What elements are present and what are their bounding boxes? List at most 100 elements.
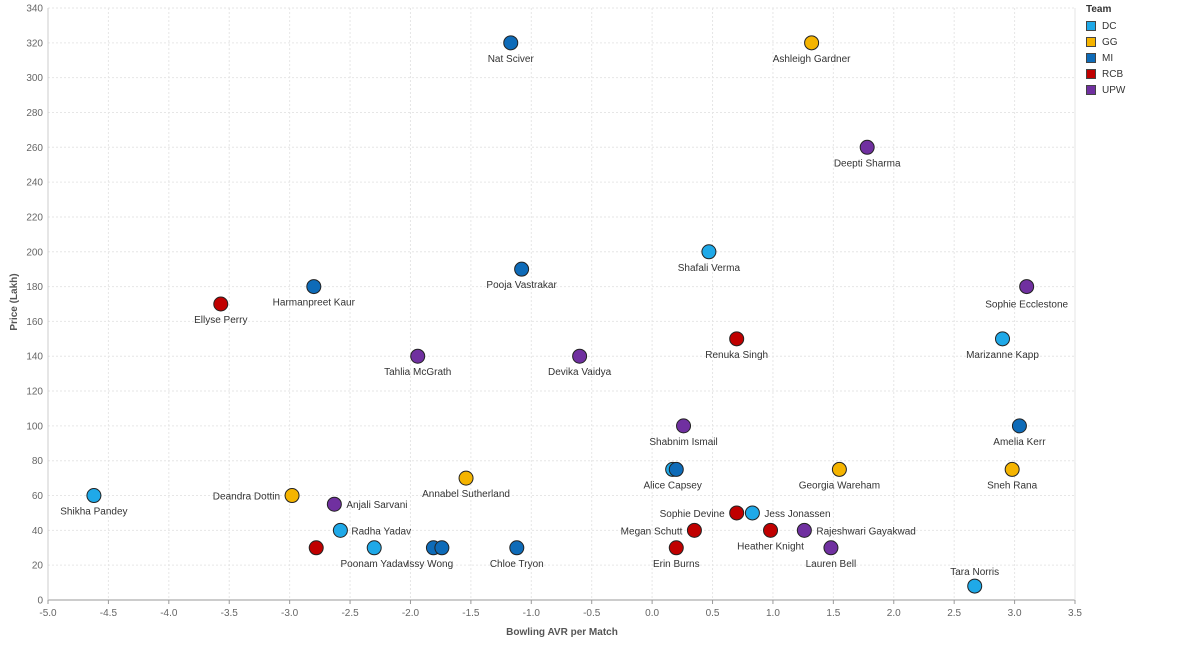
point-label: Georgia Wareham bbox=[799, 480, 880, 491]
y-tick-label: 160 bbox=[26, 317, 43, 328]
x-tick-label: -5.0 bbox=[39, 608, 57, 619]
point-label: Shabnim Ismail bbox=[649, 437, 717, 448]
point-label: Annabel Sutherland bbox=[422, 489, 510, 500]
data-point-gg bbox=[831, 461, 847, 477]
x-tick-label: -1.5 bbox=[462, 608, 480, 619]
data-point-rcb bbox=[729, 331, 745, 347]
data-point-mi bbox=[514, 261, 530, 277]
legend-swatch bbox=[1086, 85, 1096, 95]
point-label: Sneh Rana bbox=[987, 480, 1037, 491]
x-tick-label: 0.0 bbox=[645, 608, 659, 619]
x-tick-label: -0.5 bbox=[583, 608, 601, 619]
point-label: Ellyse Perry bbox=[194, 315, 247, 326]
point-label: Issy Wong bbox=[407, 559, 454, 570]
gridlines bbox=[47, 7, 1076, 601]
legend-item-gg[interactable]: GG bbox=[1086, 34, 1125, 50]
data-point-rcb bbox=[213, 296, 229, 312]
data-point-mi bbox=[434, 540, 450, 556]
data-point-upw bbox=[572, 348, 588, 364]
point-label: Rajeshwari Gayakwad bbox=[816, 526, 916, 537]
data-point-gg bbox=[458, 470, 474, 486]
data-point-mi bbox=[1011, 418, 1027, 434]
point-label: Shikha Pandey bbox=[60, 507, 127, 518]
x-tick-label: 3.0 bbox=[1008, 608, 1022, 619]
y-tick-labels: 0 20 40 60 80 100 120 140 160 180 200 220 240 260 280 3… bbox=[26, 4, 43, 607]
data-point-dc bbox=[701, 244, 717, 260]
data-point-rcb bbox=[308, 540, 324, 556]
data-point-upw bbox=[410, 348, 426, 364]
data-point-dc bbox=[744, 505, 760, 521]
point-label: Alice Capsey bbox=[643, 480, 701, 491]
point-label: Radha Yadav bbox=[351, 526, 411, 537]
point-label: Deepti Sharma bbox=[834, 158, 901, 169]
point-label: Renuka Singh bbox=[705, 350, 768, 361]
point-label: Pooja Vastrakar bbox=[486, 280, 557, 291]
data-point-upw bbox=[823, 540, 839, 556]
legend-item-mi[interactable]: MI bbox=[1086, 50, 1125, 66]
x-tick-label: -4.0 bbox=[160, 608, 178, 619]
legend-label: MI bbox=[1102, 52, 1114, 64]
point-label: Heather Knight bbox=[737, 541, 804, 552]
point-label: Megan Schutt bbox=[621, 526, 683, 537]
y-axis-title: Price (Lakh) bbox=[9, 273, 20, 330]
data-point-mi bbox=[503, 35, 519, 51]
data-point-dc bbox=[86, 488, 102, 504]
legend-item-dc[interactable]: DC bbox=[1086, 18, 1125, 34]
y-tick-label: 180 bbox=[26, 282, 43, 293]
data-point-rcb bbox=[763, 522, 779, 538]
data-point-dc bbox=[366, 540, 382, 556]
point-label: Shafali Verma bbox=[678, 263, 741, 274]
legend-title: Team bbox=[1086, 4, 1112, 15]
legend-label: DC bbox=[1102, 20, 1117, 32]
data-point-gg bbox=[284, 488, 300, 504]
y-tick-label: 20 bbox=[32, 561, 44, 572]
data-point-mi bbox=[509, 540, 525, 556]
data-points bbox=[86, 35, 1035, 594]
legend-label: RCB bbox=[1102, 68, 1124, 80]
point-label: Harmanpreet Kaur bbox=[273, 298, 356, 309]
y-tick-label: 120 bbox=[26, 387, 43, 398]
y-tick-label: 0 bbox=[37, 596, 43, 607]
data-point-rcb bbox=[668, 540, 684, 556]
point-label: Chloe Tryon bbox=[490, 559, 544, 570]
legend-item-rcb[interactable]: RCB bbox=[1086, 66, 1125, 82]
legend-label: GG bbox=[1102, 36, 1118, 48]
x-tick-label: 2.5 bbox=[947, 608, 961, 619]
x-tick-labels: -5.0 -4.5 -4.0 -3.5 -3.0 -2.5 -2.0 -1.5 -1.0 -0.5… bbox=[39, 608, 1082, 619]
data-point-mi bbox=[306, 279, 322, 295]
x-tick-label: 1.0 bbox=[766, 608, 780, 619]
x-tick-label: -2.5 bbox=[341, 608, 359, 619]
x-tick-label: -3.0 bbox=[281, 608, 299, 619]
y-tick-label: 200 bbox=[26, 247, 43, 258]
point-label: Devika Vaidya bbox=[548, 367, 612, 378]
point-label: Tara Norris bbox=[950, 567, 999, 578]
point-label: Lauren Bell bbox=[806, 559, 857, 570]
data-point-dc bbox=[332, 522, 348, 538]
y-tick-label: 280 bbox=[26, 108, 43, 119]
y-tick-label: 40 bbox=[32, 526, 44, 537]
y-tick-label: 240 bbox=[26, 178, 43, 189]
data-point-gg bbox=[1004, 461, 1020, 477]
data-point-upw bbox=[326, 496, 342, 512]
y-tick-label: 60 bbox=[32, 491, 44, 502]
y-tick-label: 300 bbox=[26, 73, 43, 84]
x-tick-label: -2.0 bbox=[402, 608, 420, 619]
x-tick-label: 1.5 bbox=[826, 608, 840, 619]
point-label: Anjali Sarvani bbox=[346, 500, 407, 511]
point-label: Jess Jonassen bbox=[764, 509, 830, 520]
data-point-rcb bbox=[729, 505, 745, 521]
legend-items: DC GG MI RCB UPW bbox=[1086, 18, 1125, 98]
point-label: Erin Burns bbox=[653, 559, 700, 570]
y-tick-label: 260 bbox=[26, 143, 43, 154]
point-label: Marizanne Kapp bbox=[966, 350, 1039, 361]
y-tick-label: 80 bbox=[32, 456, 44, 467]
point-label: Sophie Ecclestone bbox=[985, 300, 1068, 311]
legend-swatch bbox=[1086, 37, 1096, 47]
point-label: Amelia Kerr bbox=[993, 437, 1046, 448]
legend-item-upw[interactable]: UPW bbox=[1086, 82, 1125, 98]
y-tick-label: 140 bbox=[26, 352, 43, 363]
data-point-mi bbox=[668, 461, 684, 477]
data-point-upw bbox=[1019, 279, 1035, 295]
data-point-gg bbox=[804, 35, 820, 51]
axes bbox=[47, 8, 1076, 604]
